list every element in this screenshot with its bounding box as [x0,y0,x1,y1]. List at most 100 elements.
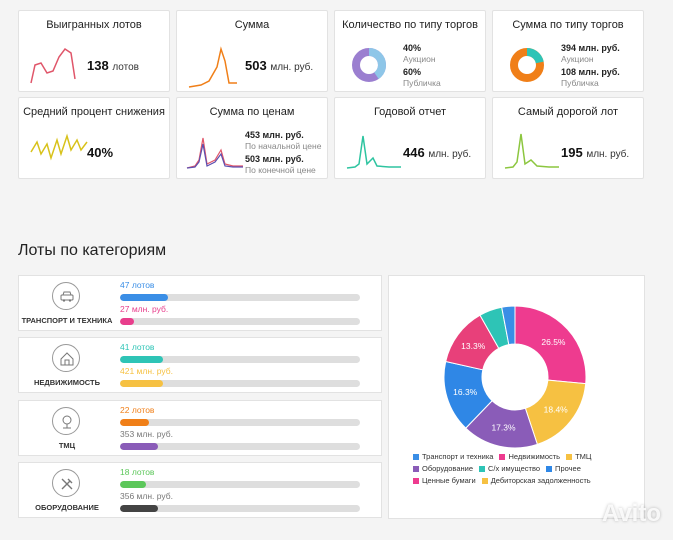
legend-item[interactable]: С/х имущество [479,464,540,473]
stat-a: 453 млн. руб. По начальной цене [245,130,322,151]
legend-swatch [479,466,486,473]
sum-label: 421 млн. руб. [120,366,173,376]
sum-label: 353 млн. руб. [120,429,173,439]
stat-card-sum: Сумма 503 млн. руб. [176,10,328,92]
sum-bar-fill [120,380,164,387]
sum-label: 356 млн. руб. [120,491,173,501]
card-title: Средний процент снижения [23,106,165,118]
sum-bar [120,443,360,450]
legend-label: ТМЦ [575,452,592,461]
stat-b: 503 млн. руб. По конечной цене [245,154,316,175]
stat-card-sum-by-type: Сумма по типу торгов 394 млн. руб. Аукцио… [492,10,644,92]
legend-item[interactable]: Недвижимость [499,452,560,461]
sum-bar-fill [120,505,159,512]
lamp-icon [52,407,80,435]
sparkline-icon [188,46,237,88]
count-bar [120,356,360,363]
avito-watermark: Avito [601,500,661,527]
legend-item[interactable]: Дебиторская задолженность [481,476,591,485]
category-row-tmc[interactable]: ТМЦ 22 лотов 353 млн. руб. [18,400,382,456]
card-title: Самый дорогой лот [517,106,619,118]
pie-data-label: 26.5% [541,337,566,347]
legend-label: Оборудование [422,464,474,473]
legend-item[interactable]: Прочее [546,464,581,473]
car-icon [52,282,80,310]
sparkline-icon [30,47,76,84]
pie-data-label: 13.3% [461,341,486,351]
house-icon [52,344,80,372]
stat-value: 138 лотов [87,58,139,73]
count-label: 22 лотов [120,405,155,415]
count-bar [120,294,360,301]
stat-value: 503 млн. руб. [245,58,314,73]
card-title: Сумма по ценам [209,106,295,118]
legend-item[interactable]: ТМЦ [566,452,591,461]
category-name: НЕДВИЖИМОСТЬ [33,378,101,387]
legend-label: Недвижимость [508,452,561,461]
pie-data-label: 17.3% [491,423,516,433]
legend-swatch [499,454,506,461]
stat-value: 446 млн. руб. [403,145,472,160]
sparkline-icon [346,135,401,169]
section-title: Лоты по категориям [18,242,167,259]
category-name: ОБОРУДОВАНИЕ [35,503,99,512]
count-bar-fill [120,356,164,363]
count-label: 47 лотов [120,280,155,290]
stat-b: 108 млн. руб. Публичка [561,67,620,88]
stat-card-sum-by-price: Сумма по ценам 453 млн. руб. По начальной… [176,97,328,179]
pie-data-label: 18.4% [544,404,569,414]
stat-card-count-by-type: Количество по типу торгов 40% Аукцион 60%… [334,10,486,92]
stat-card-won-lots: Выигранных лотов 138 лотов [18,10,170,92]
stat-b: 60% Публичка [403,67,441,88]
sparkline-icon [30,133,88,161]
tools-icon [52,469,80,497]
stat-card-annual-report: Годовой отчет 446 млн. руб. [334,97,486,179]
stat-card-most-expensive-lot: Самый дорогой лот 195 млн. руб. [492,97,644,179]
chart-legend: Транспорт и техника Недвижимость ТМЦ Оборуд… [413,452,643,488]
sum-bar [120,505,360,512]
category-pie-card: 26.5% 18.4% 17.3% 16.3% 13.3% Транспорт и те… [388,275,645,519]
category-row-realty[interactable]: НЕДВИЖИМОСТЬ 41 лотов 421 млн. руб. [18,337,382,393]
legend-swatch [481,478,488,485]
legend-swatch [413,454,419,461]
legend-label: С/х имущество [488,464,541,473]
legend-item[interactable]: Транспорт и техника [413,452,493,461]
legend-label: Ценные бумаги [422,476,476,485]
card-title: Выигранных лотов [46,19,142,31]
sparkline-icon [504,133,559,169]
category-name: ТМЦ [58,441,76,450]
sparkline-icon [186,137,243,169]
sum-bar-fill [120,318,135,325]
card-title: Сумма по типу торгов [512,19,624,31]
sum-bar-fill [120,443,159,450]
card-title: Годовой отчет [373,106,447,118]
category-name: ТРАНСПОРТ И ТЕХНИКА [21,316,113,325]
sum-label: 27 млн. руб. [120,304,169,314]
card-title: Сумма [234,19,270,31]
pie-slice[interactable] [514,305,587,385]
stat-a: 394 млн. руб. Аукцион [561,43,620,64]
pie-slice[interactable] [501,305,516,346]
donut-mini-icon [352,48,386,82]
count-bar-fill [120,481,147,488]
legend-swatch [413,478,419,485]
legend-swatch [546,466,553,473]
stat-value: 195 млн. руб. [561,145,630,160]
count-bar [120,481,360,488]
count-label: 18 лотов [120,467,155,477]
donut-chart: 26.5% 18.4% 17.3% 16.3% 13.3% [443,305,587,449]
sum-bar [120,380,360,387]
stat-value: 40% [87,145,114,160]
legend-swatch [413,466,419,473]
legend-item[interactable]: Оборудование [413,464,473,473]
count-label: 41 лотов [120,342,155,352]
legend-label: Транспорт и техника [422,452,494,461]
legend-item[interactable]: Ценные бумаги [413,476,476,485]
category-row-transport[interactable]: ТРАНСПОРТ И ТЕХНИКА 47 лотов 27 млн. руб… [18,275,382,331]
count-bar [120,419,360,426]
category-row-equipment[interactable]: ОБОРУДОВАНИЕ 18 лотов 356 млн. руб. [18,462,382,518]
legend-label: Дебиторская задолженность [490,476,591,485]
legend-label: Прочее [555,464,581,473]
count-bar-fill [120,419,149,426]
count-bar-fill [120,294,168,301]
